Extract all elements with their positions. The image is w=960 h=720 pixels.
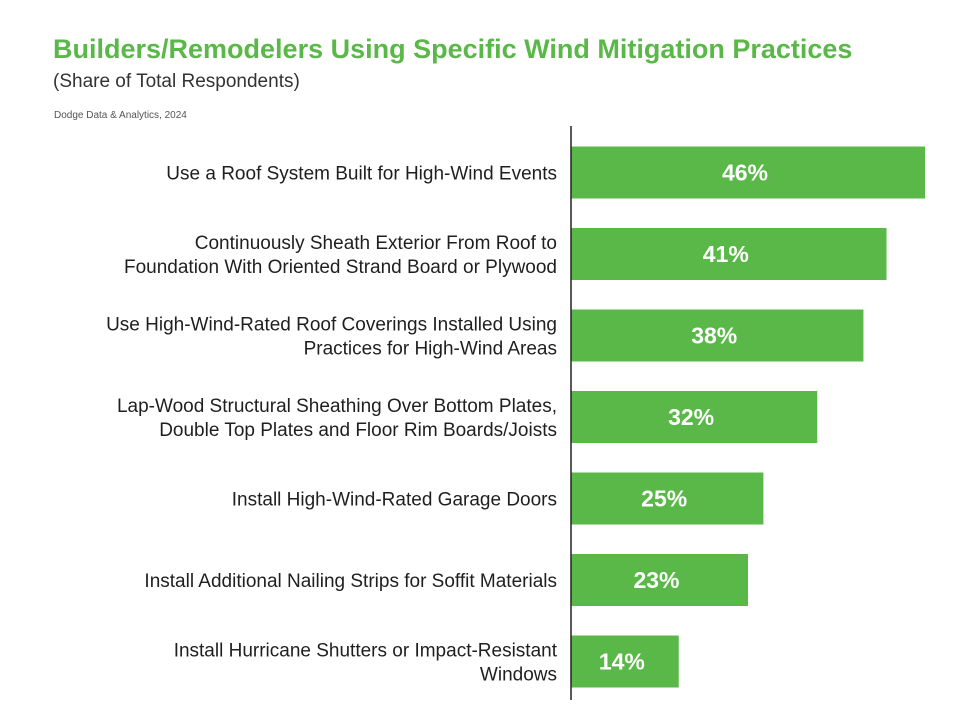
bar-value-label-3: 38% (691, 323, 737, 349)
category-label-4-line-2: Double Top Plates and Floor Rim Boards/J… (159, 420, 557, 441)
bar-value-label-5: 25% (641, 486, 687, 512)
bar-value-label-2: 41% (703, 241, 749, 267)
category-label-3-line-1: Use High-Wind-Rated Roof Coverings Insta… (106, 315, 557, 336)
bar-6 (571, 554, 748, 606)
chart-title: Builders/Remodelers Using Specific Wind … (53, 34, 853, 64)
category-label-6-line-1: Install Additional Nailing Strips for So… (144, 571, 557, 592)
bar-3 (571, 309, 864, 362)
bar-4 (571, 391, 818, 443)
category-label-7-line-1: Install Hurricane Shutters or Impact-Res… (174, 641, 558, 662)
bar-value-label-1: 46% (722, 160, 768, 186)
source-note: Dodge Data & Analytics, 2024 (54, 110, 187, 121)
category-label-7-line-2: Windows (480, 665, 557, 686)
bar-5 (571, 472, 764, 525)
category-label-4-line-1: Lap-Wood Structural Sheathing Over Botto… (117, 396, 557, 417)
bar-1 (571, 146, 925, 199)
category-label-1-line-1: Use a Roof System Built for High-Wind Ev… (166, 164, 557, 185)
bar-value-label-4: 32% (668, 404, 714, 430)
category-label-3-line-2: Practices for High-Wind Areas (304, 339, 557, 360)
chart-subtitle: (Share of Total Respondents) (53, 71, 300, 92)
category-label-5-line-1: Install High-Wind-Rated Garage Doors (232, 490, 557, 511)
bar-2 (571, 228, 887, 280)
bar-7 (571, 635, 679, 688)
bar-value-label-7: 14% (599, 649, 645, 675)
category-label-2-line-1: Continuously Sheath Exterior From Roof t… (195, 233, 557, 254)
bar-value-label-6: 23% (633, 567, 679, 593)
category-label-2-line-2: Foundation With Oriented Strand Board or… (124, 257, 557, 278)
